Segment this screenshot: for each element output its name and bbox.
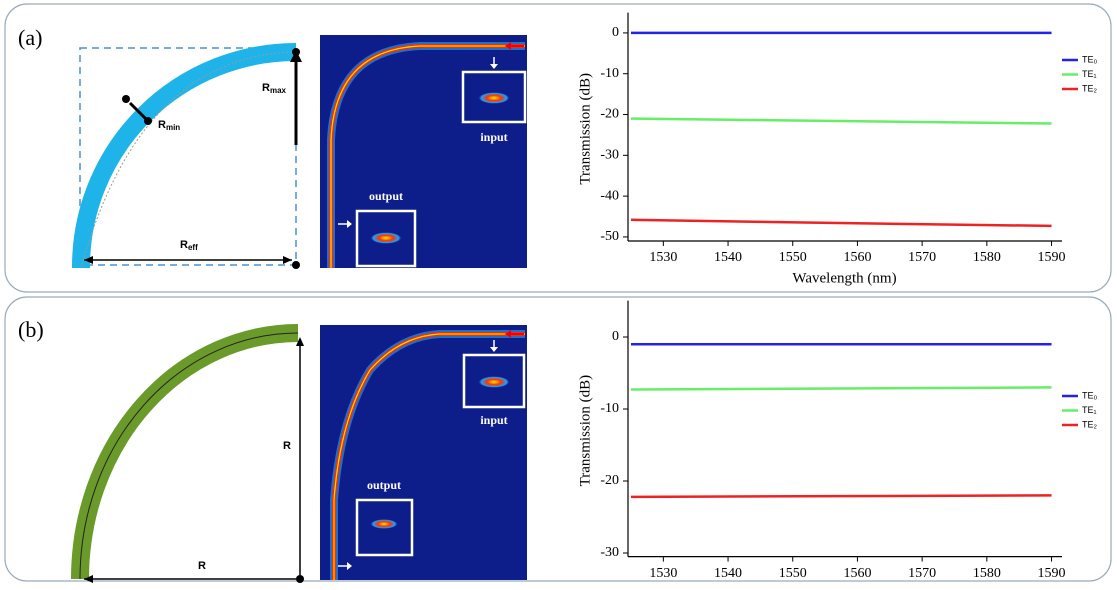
x-tick-label: 1540 — [714, 566, 742, 581]
y-tick-label: -40 — [600, 188, 619, 203]
x-tick-label: 1550 — [779, 250, 807, 265]
x-tick-label: 1550 — [779, 566, 807, 581]
x-tick-label: 1590 — [1038, 566, 1066, 581]
x-tick-label: 1530 — [649, 566, 677, 581]
rmax-label: Rmax — [262, 82, 287, 95]
y-tick-label: -50 — [600, 229, 619, 244]
reff-label: Reff — [180, 239, 198, 252]
legend-label: TE₁ — [1082, 405, 1097, 415]
x-tick-label: 1590 — [1038, 250, 1066, 265]
bend-diagram — [71, 324, 304, 583]
series-line — [630, 117, 1052, 125]
x-tick-label: 1570 — [908, 250, 936, 265]
legend-label: TE₂ — [1082, 83, 1098, 93]
field-image — [320, 325, 527, 580]
y-tick-label: -20 — [600, 107, 619, 122]
bend-diagram — [71, 43, 302, 269]
legend-label: TE₀ — [1082, 54, 1098, 64]
input-label: input — [480, 130, 507, 144]
y-tick-label: -30 — [600, 148, 619, 163]
y-tick-label: -10 — [600, 66, 619, 81]
panel-frame — [4, 296, 1112, 582]
output-label: output — [367, 478, 401, 492]
x-tick-label: 1560 — [843, 566, 871, 581]
x-tick-label: 1530 — [649, 250, 677, 265]
series-line — [630, 386, 1052, 391]
y-tick-label: -30 — [600, 545, 619, 560]
field-image — [320, 35, 527, 268]
input-label: input — [480, 413, 507, 427]
panel-frame — [4, 3, 1112, 293]
y-axis-label: Transmission (dB) — [577, 73, 593, 185]
y-tick-label: -20 — [600, 473, 619, 488]
rmin-label: Rmin — [158, 119, 180, 132]
r-label: R — [198, 560, 206, 572]
y-tick-label: 0 — [612, 25, 619, 40]
x-tick-label: 1580 — [973, 250, 1001, 265]
y-axis-label: Transmission (dB) — [577, 375, 593, 487]
y-tick-label: -10 — [600, 401, 619, 416]
x-tick-label: 1580 — [973, 566, 1001, 581]
x-axis-label: Wavelength (nm) — [792, 270, 896, 286]
panel-label: (b) — [18, 317, 44, 342]
legend-label: TE₁ — [1082, 69, 1097, 79]
series-line — [630, 218, 1052, 228]
series-line — [630, 494, 1052, 499]
x-tick-label: 1570 — [908, 566, 936, 581]
legend-label: TE₀ — [1082, 390, 1098, 400]
y-tick-label: 0 — [612, 329, 619, 344]
x-tick-label: 1540 — [714, 250, 742, 265]
output-label: output — [369, 189, 403, 203]
legend-label: TE₂ — [1082, 419, 1098, 429]
x-tick-label: 1560 — [843, 250, 871, 265]
panel-label: (a) — [18, 25, 42, 50]
r-label: R — [283, 440, 291, 452]
